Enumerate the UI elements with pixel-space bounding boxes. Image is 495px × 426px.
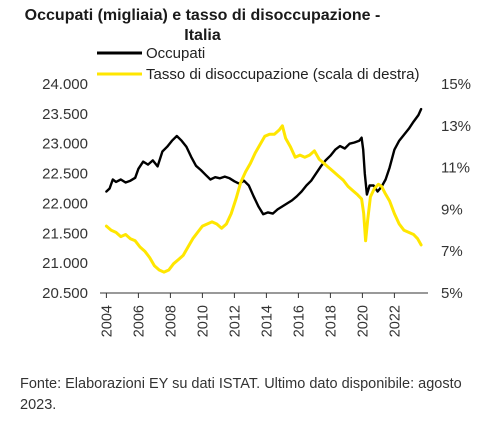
- legend: Occupati Tasso di disoccupazione (scala d…: [97, 45, 419, 83]
- y-left-tick-label: 21.500: [42, 225, 88, 242]
- chart-title-line-2: Italia: [184, 27, 221, 44]
- series-line-occupati: [105, 107, 423, 216]
- legend-label: Tasso di disoccupazione (scala di destra…: [146, 66, 419, 83]
- x-tick-label: 2012: [227, 305, 243, 337]
- y-right-tick-label: 7%: [441, 243, 463, 260]
- y-right-tick-label: 5%: [441, 285, 463, 302]
- x-tick-label: 2006: [131, 305, 147, 337]
- x-tick-label: 2014: [259, 305, 275, 337]
- y-right-tick-label: 11%: [441, 160, 470, 177]
- y-left-tick-label: 21.000: [42, 255, 88, 272]
- y-left-tick-label: 23.500: [42, 106, 88, 123]
- x-tick-label: 2022: [387, 305, 403, 337]
- y-right-tick-label: 9%: [441, 201, 463, 218]
- x-tick-label: 2008: [163, 305, 179, 337]
- y-left-tick-label: 20.500: [42, 285, 88, 302]
- y-right-tick-label: 13%: [441, 118, 471, 135]
- y-left-tick-label: 22.000: [42, 195, 88, 212]
- x-tick-label: 2020: [355, 305, 371, 337]
- legend-label: Occupati: [146, 45, 205, 62]
- x-tick-label: 2016: [291, 305, 307, 337]
- source-note: Fonte: Elaborazioni EY su dati ISTAT. Ul…: [20, 376, 462, 413]
- axes: 24.000 23.500 23.000 22.500 22.000 21.500 21.0…: [42, 76, 471, 337]
- series-line-disoccupazione: [104, 124, 423, 274]
- y-left-tick-label: 23.000: [42, 136, 88, 153]
- x-tick-label: 2010: [195, 305, 211, 337]
- y-left-tick-label: 22.500: [42, 166, 88, 183]
- series-layer: [104, 107, 423, 274]
- y-right-tick-label: 15%: [441, 76, 471, 93]
- x-tick-label: 2004: [99, 305, 115, 337]
- line-chart: Occupati Tasso di disoccupazione (scala d…: [42, 45, 471, 337]
- chart-title-line-1: Occupati (migliaia) e tasso di disoccupa…: [24, 7, 381, 24]
- chart-title: Occupati (migliaia) e tasso di disoccupa…: [0, 6, 405, 46]
- x-tick-label: 2018: [323, 305, 339, 337]
- y-left-tick-label: 24.000: [42, 76, 88, 93]
